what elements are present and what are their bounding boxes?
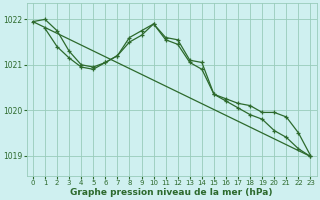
X-axis label: Graphe pression niveau de la mer (hPa): Graphe pression niveau de la mer (hPa): [70, 188, 273, 197]
